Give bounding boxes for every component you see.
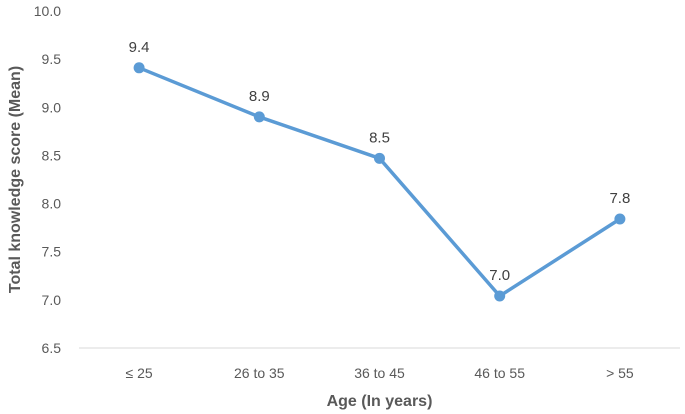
series-line bbox=[137, 66, 622, 298]
data-point bbox=[133, 62, 145, 74]
y-tick-label: 9.5 bbox=[42, 51, 62, 67]
x-tick-label: > 55 bbox=[606, 365, 634, 381]
data-label: 9.4 bbox=[129, 39, 150, 56]
y-tick-label: 10.0 bbox=[34, 3, 61, 19]
x-tick-label: 46 to 55 bbox=[474, 365, 525, 381]
data-label: 8.5 bbox=[369, 129, 390, 146]
x-tick-label: 36 to 45 bbox=[354, 365, 405, 381]
x-axis-title: Age (In years) bbox=[327, 393, 433, 410]
y-tick-label: 6.5 bbox=[42, 340, 62, 356]
series-line-group: 9.4 8.9 8.5 7.0 7.8 bbox=[129, 39, 630, 302]
y-axis-ticks: 6.5 7.0 7.5 8.0 8.5 9.0 9.5 10.0 bbox=[34, 3, 61, 356]
data-label: 7.8 bbox=[609, 190, 630, 207]
y-tick-label: 7.0 bbox=[42, 292, 62, 308]
y-axis-title: Total knowledge score (Mean) bbox=[7, 66, 24, 293]
y-tick-label: 8.0 bbox=[42, 196, 62, 212]
x-tick-label: 26 to 35 bbox=[234, 365, 285, 381]
data-point bbox=[494, 290, 506, 302]
y-tick-label: 9.0 bbox=[42, 99, 62, 115]
data-point bbox=[374, 152, 385, 164]
x-tick-label: ≤ 25 bbox=[126, 365, 153, 381]
data-point bbox=[253, 111, 265, 123]
data-point bbox=[614, 213, 626, 225]
data-label: 7.0 bbox=[489, 267, 510, 284]
y-tick-label: 8.5 bbox=[42, 147, 62, 163]
x-axis-ticks: ≤ 25 26 to 35 36 to 45 46 to 55 > 55 bbox=[126, 365, 634, 381]
data-label: 8.9 bbox=[249, 88, 270, 105]
y-tick-label: 7.5 bbox=[42, 244, 62, 260]
